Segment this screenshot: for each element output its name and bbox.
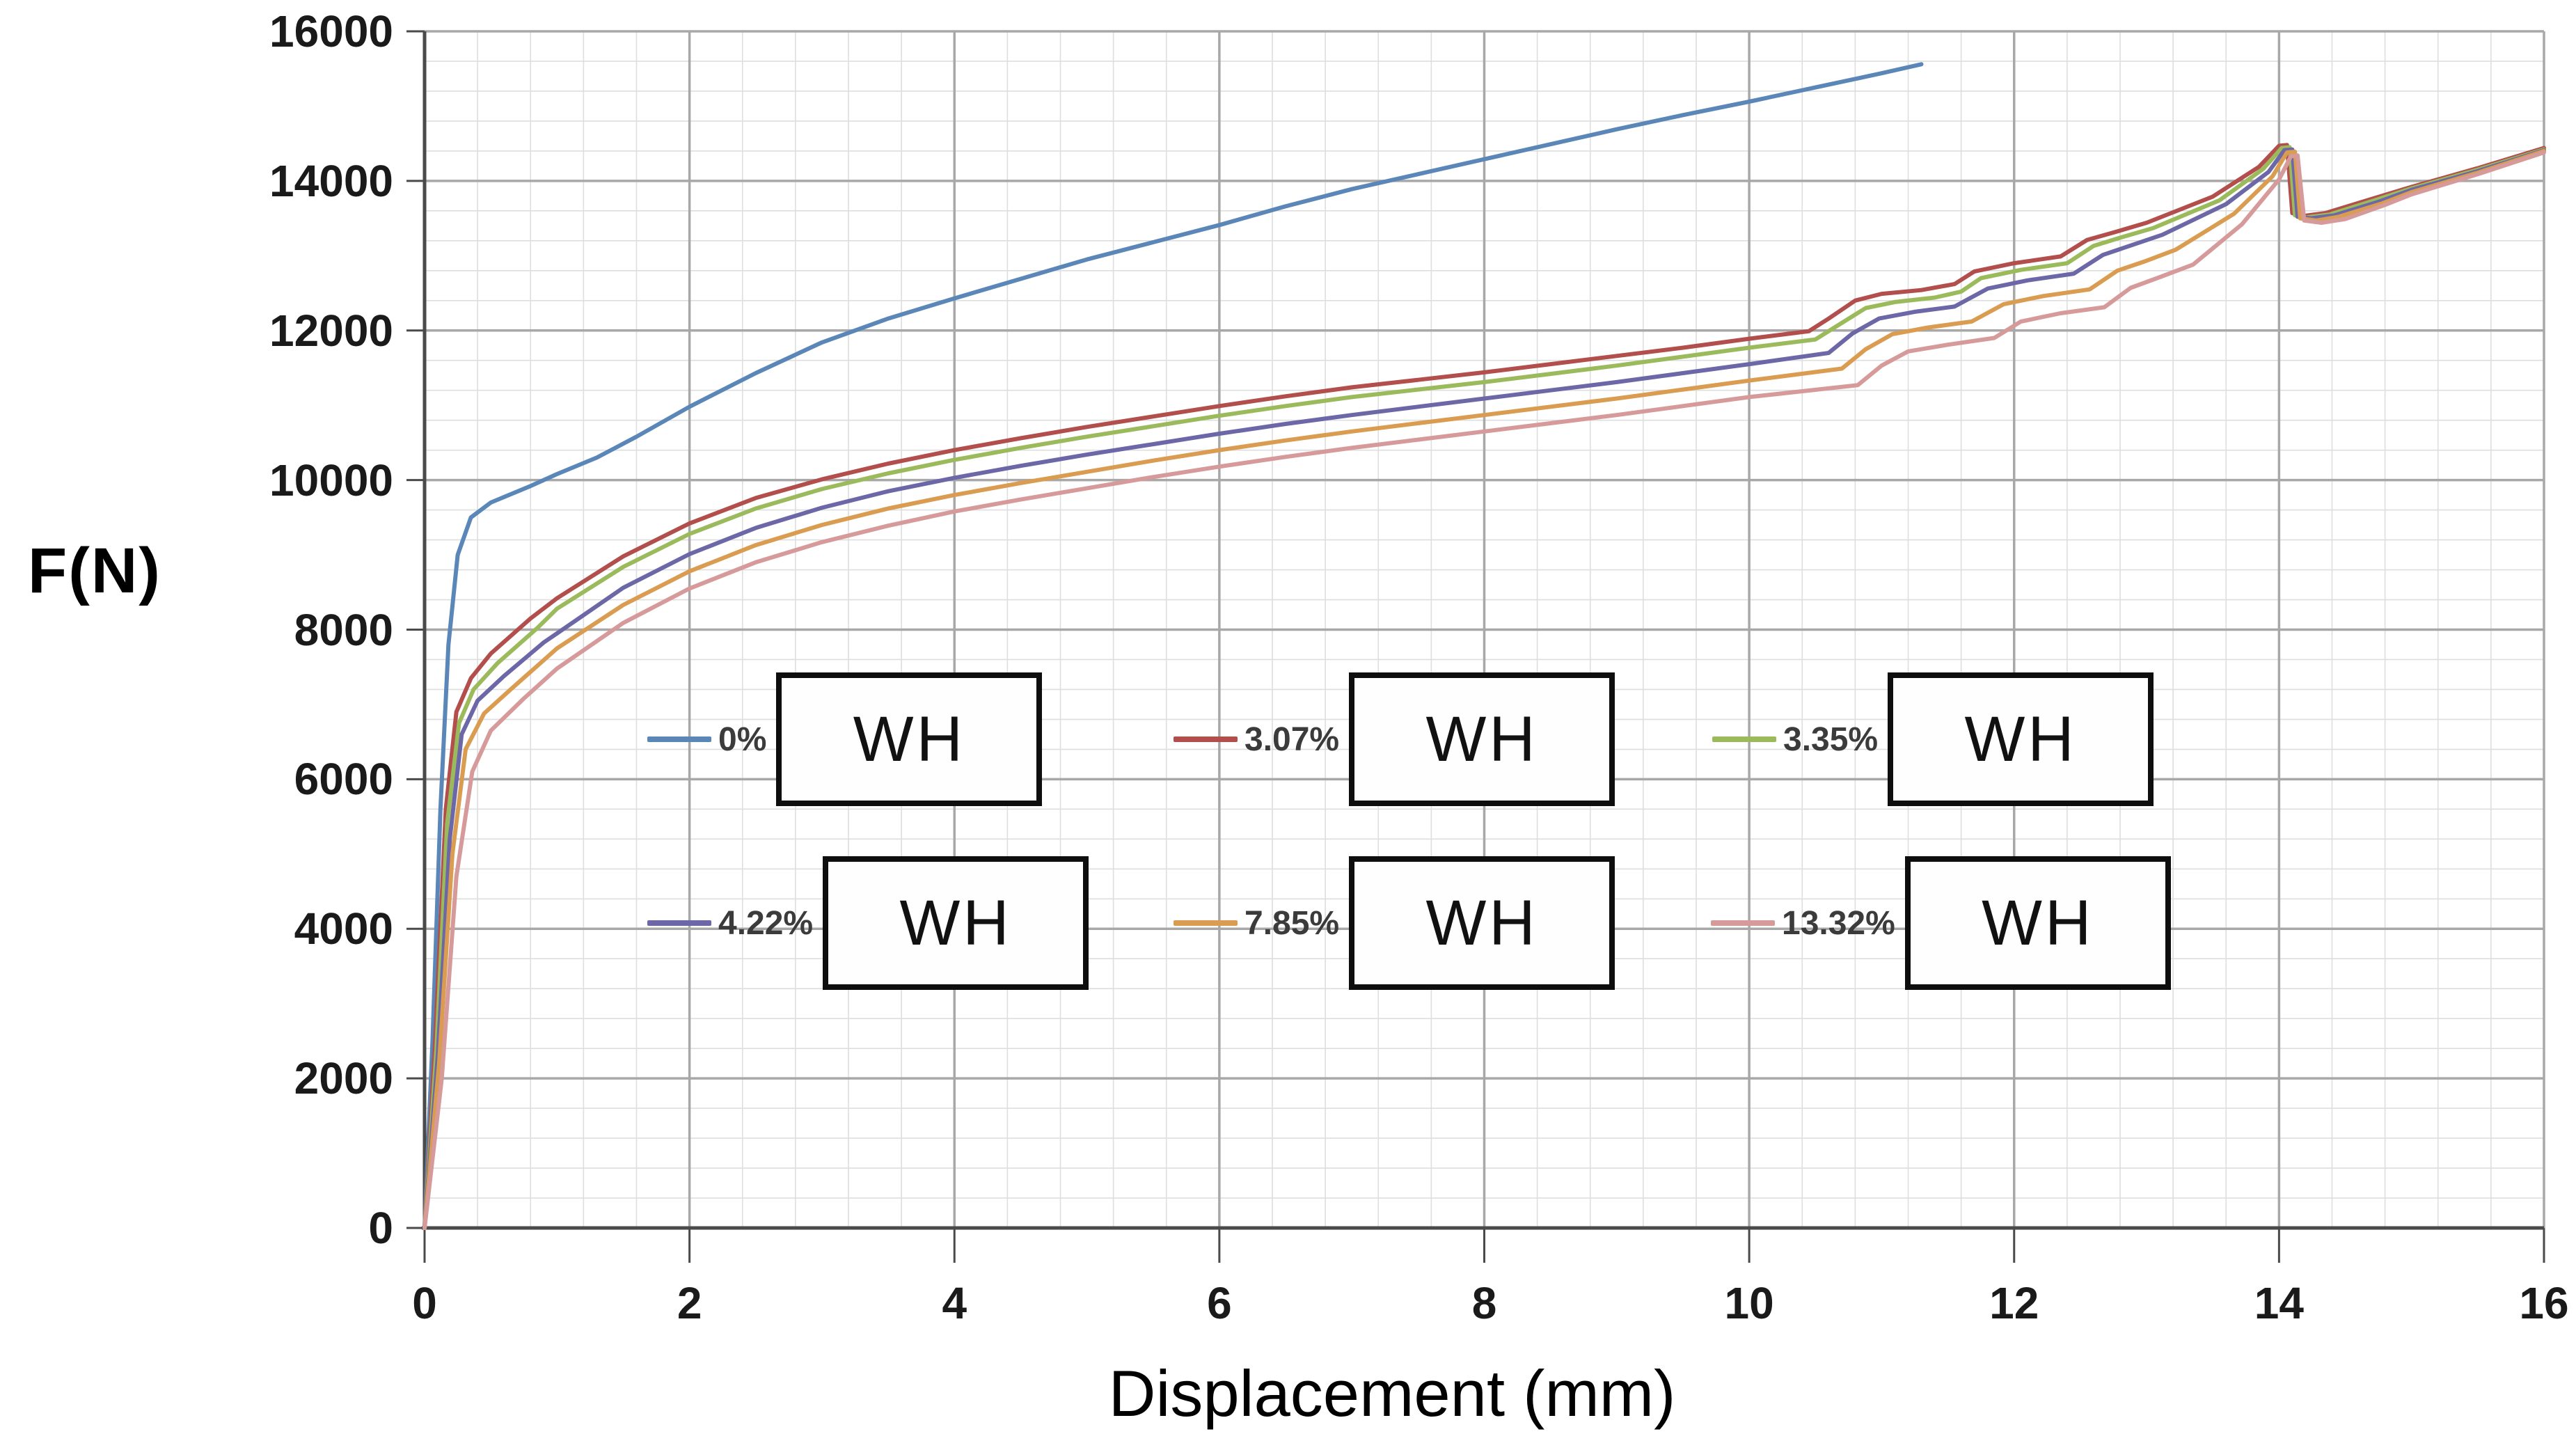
series-line-3.35% xyxy=(422,145,2546,1230)
legend-annotation-text: WH xyxy=(1982,887,2094,959)
y-tick-label: 0 xyxy=(368,1203,393,1253)
legend-annotation-box: WH xyxy=(823,856,1089,990)
x-tick-label: 2 xyxy=(677,1278,702,1328)
legend-item-13.32%: 13.32% WH xyxy=(1711,851,2171,995)
series-line-13.32% xyxy=(422,150,2546,1230)
legend-label: 4.22% xyxy=(718,904,814,942)
legend-item-7.85%: 7.85% WH xyxy=(1174,851,1615,995)
y-tick-label: 10000 xyxy=(269,455,393,505)
x-tick-label: 4 xyxy=(942,1278,967,1328)
legend-annotation-box: WH xyxy=(1349,856,1615,990)
y-tick-label: 6000 xyxy=(294,754,393,805)
series-line-7.85% xyxy=(422,148,2546,1230)
y-tick-label: 4000 xyxy=(294,904,393,954)
legend-swatch xyxy=(1712,736,1776,742)
legend-annotation-text: WH xyxy=(899,887,1012,959)
x-tick-label: 16 xyxy=(2519,1278,2569,1328)
y-axis-title: F(N) xyxy=(28,535,161,606)
legend-label: 13.32% xyxy=(1782,904,1895,942)
x-tick-label: 10 xyxy=(1724,1278,1774,1328)
legend-annotation-box: WH xyxy=(1888,672,2154,806)
x-tick-label: 14 xyxy=(2254,1278,2304,1328)
legend-annotation-text: WH xyxy=(1964,703,2077,775)
legend-swatch xyxy=(647,920,711,926)
y-tick-label: 2000 xyxy=(294,1053,393,1104)
legend-item-4.22%: 4.22% WH xyxy=(647,851,1089,995)
legend-label: 3.35% xyxy=(1783,720,1879,758)
y-tick-label: 12000 xyxy=(269,305,393,356)
legend-annotation-box: WH xyxy=(1904,856,2171,990)
legend-annotation-text: WH xyxy=(1425,703,1538,775)
legend-item-0%: 0% WH xyxy=(647,667,1043,812)
x-tick-label: 6 xyxy=(1207,1278,1232,1328)
y-tick-label: 14000 xyxy=(269,155,393,206)
legend-item-3.35%: 3.35% WH xyxy=(1712,667,2154,812)
legend-item-3.07%: 3.07% WH xyxy=(1174,667,1615,812)
legend-swatch xyxy=(1711,920,1775,926)
legend-label: 0% xyxy=(718,720,767,758)
series-line-0% xyxy=(422,62,1924,1230)
legend-annotation-box: WH xyxy=(776,672,1043,806)
axis-lines xyxy=(406,30,2545,1263)
legend-label: 7.85% xyxy=(1244,904,1340,942)
legend-swatch xyxy=(647,736,711,742)
legend-annotation-text: WH xyxy=(1425,887,1538,959)
x-tick-label: 12 xyxy=(1989,1278,2039,1328)
legend-swatch xyxy=(1174,736,1238,742)
series-line-3.07% xyxy=(422,143,2546,1230)
y-tick-label: 16000 xyxy=(269,6,393,56)
y-tick-label: 8000 xyxy=(294,604,393,655)
legend-label: 3.07% xyxy=(1244,720,1340,758)
legend-swatch xyxy=(1174,920,1238,926)
x-tick-label: 8 xyxy=(1471,1278,1497,1328)
series-line-4.22% xyxy=(422,147,2546,1230)
legend-annotation-text: WH xyxy=(853,703,966,775)
legend-annotation-box: WH xyxy=(1349,672,1615,806)
x-axis-title: Displacement (mm) xyxy=(1108,1357,1676,1430)
x-tick-label: 0 xyxy=(412,1278,437,1328)
series-lines xyxy=(422,62,2546,1230)
